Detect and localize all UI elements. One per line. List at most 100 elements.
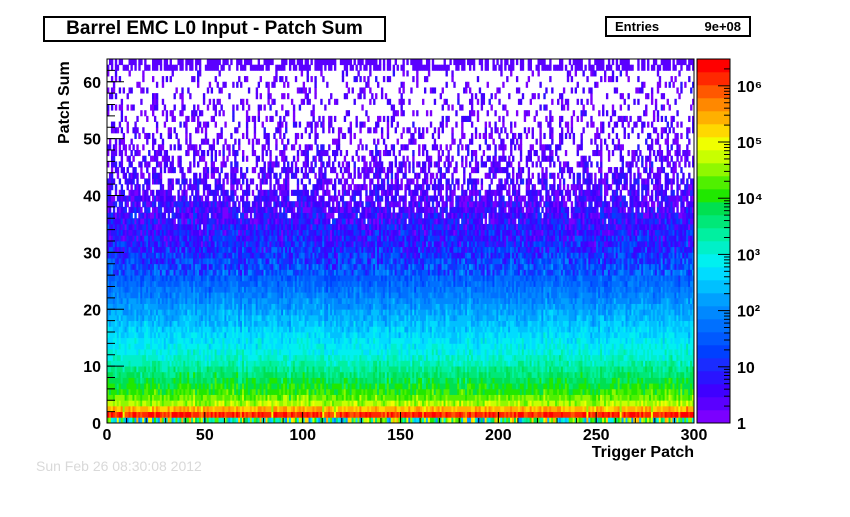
heat-cell [265, 246, 268, 253]
heat-cell [281, 138, 284, 145]
heat-cell [159, 223, 163, 231]
heat-cell [294, 121, 298, 128]
heat-cell [277, 178, 280, 185]
heat-cell [285, 201, 288, 208]
heat-cell [292, 394, 296, 401]
heat-cell [148, 218, 151, 225]
heat-cell [224, 263, 227, 270]
heat-cell [130, 400, 133, 407]
heat-cell [126, 388, 129, 395]
heat-cell [259, 314, 262, 322]
heat-cell [245, 343, 249, 350]
heat-cell [163, 252, 167, 259]
heat-cell [281, 383, 284, 390]
heat-cell [267, 59, 270, 66]
heat-cell [146, 366, 149, 373]
heat-cell [179, 292, 182, 299]
heat-cell [171, 195, 174, 202]
heat-cell [118, 269, 122, 276]
heat-cell [189, 178, 192, 185]
heat-cell [138, 286, 141, 293]
heat-cell [116, 371, 120, 378]
heat-cell [128, 303, 131, 310]
heat-cell [118, 138, 122, 145]
heat-cell [226, 411, 229, 418]
heat-cell [114, 104, 118, 111]
heat-cell [198, 121, 202, 128]
heat-cell [197, 349, 200, 356]
heat-cell [242, 263, 245, 270]
heat-cell [255, 241, 259, 248]
heat-cell [197, 184, 200, 191]
heat-cell [300, 394, 304, 401]
heat-cell [118, 258, 122, 265]
heat-cell [120, 263, 124, 270]
heat-cell [197, 383, 200, 390]
heat-cell [159, 184, 163, 191]
heat-cell [216, 360, 219, 367]
heat-cell [202, 400, 206, 407]
heat-cell [132, 127, 135, 134]
heat-cell [153, 98, 157, 105]
heat-cell [255, 405, 259, 413]
heat-cell [167, 349, 171, 356]
heat-cell [259, 343, 262, 350]
heat-cell [285, 206, 288, 213]
heat-cell [271, 400, 274, 407]
heat-cell [269, 115, 272, 122]
heat-cell [159, 297, 163, 304]
heat-cell [212, 98, 216, 105]
heat-cell [306, 314, 309, 322]
heat-cell [238, 405, 241, 413]
heat-cell [210, 223, 214, 231]
heat-cell [179, 337, 182, 344]
heat-cell [255, 223, 259, 231]
heat-cell [216, 252, 219, 259]
heat-cell [116, 354, 120, 361]
heat-cell [157, 337, 161, 344]
heat-cell [245, 366, 249, 373]
heat-cell [206, 303, 210, 310]
heat-cell [165, 360, 169, 367]
heat-cell [292, 121, 296, 128]
heat-cell [157, 320, 161, 327]
heat-cell [300, 292, 304, 299]
heat-cell [243, 76, 247, 83]
heat-cell [206, 212, 210, 219]
heat-cell [273, 343, 276, 350]
heat-cell [114, 354, 118, 361]
heat-cell [243, 59, 247, 66]
heat-cell [107, 394, 110, 401]
heat-cell [277, 326, 280, 333]
heat-cell [163, 292, 167, 299]
heat-cell [279, 292, 282, 299]
heat-cell [271, 292, 274, 299]
heat-cell [285, 167, 288, 174]
heat-cell [255, 201, 259, 208]
heat-cell [210, 297, 214, 304]
heat-cell [114, 212, 118, 219]
heat-cell [173, 320, 176, 327]
heat-cell [277, 201, 280, 208]
heat-cell [243, 297, 247, 304]
heat-cell [247, 417, 251, 424]
heat-cell [112, 326, 116, 333]
heat-cell [238, 388, 241, 395]
heat-cell [240, 223, 243, 231]
heat-cell [281, 59, 284, 66]
heat-cell [277, 218, 280, 225]
heat-cell [118, 360, 122, 367]
heat-cell [242, 309, 245, 316]
heat-cell [216, 223, 219, 231]
heat-cell [261, 258, 264, 265]
heat-cell [195, 258, 198, 265]
heat-cell [290, 383, 294, 390]
heat-cell [108, 337, 112, 344]
heat-cell [177, 201, 180, 208]
heat-cell [183, 269, 186, 276]
heat-cell [259, 309, 262, 316]
heat-cell [110, 59, 114, 66]
heat-cell [230, 343, 233, 350]
heat-cell [169, 314, 172, 322]
heat-cell [112, 229, 116, 236]
